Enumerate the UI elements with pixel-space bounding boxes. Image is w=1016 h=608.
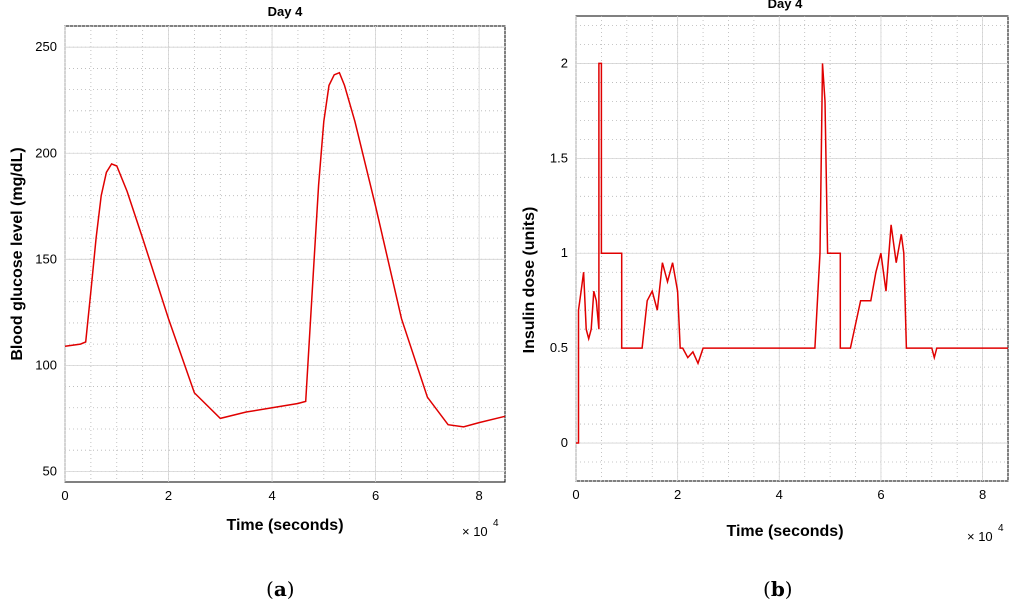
chart-a-x-multiplier: × 10 4 <box>462 518 499 539</box>
chart-b-x-tick-label: 4 <box>776 487 783 502</box>
chart-b-y-tick-label: 0.5 <box>550 340 568 355</box>
chart-b-y-tick-label: 0 <box>561 435 568 450</box>
chart-a-series-line <box>64 71 506 428</box>
chart-a-y-tick-label: 50 <box>43 463 57 478</box>
chart-a-caption: (a) <box>266 577 295 601</box>
chart-b-plot-area <box>575 15 1009 482</box>
chart-a-x-tick-label: 2 <box>165 488 172 503</box>
chart-a-x-tick-label: 6 <box>372 488 379 503</box>
chart-b-ticks: 0 2 4 6 8 0 0.5 1 1.5 2 <box>550 55 986 502</box>
chart-b-y-tick-label: 1.5 <box>550 150 568 165</box>
chart-b: Day 4 0 2 4 6 8 0 0.5 1 1.5 2 Time (seconds) Insu… <box>521 0 1009 601</box>
chart-a-y-tick-label: 150 <box>35 251 57 266</box>
chart-b-caption: (b) <box>763 577 793 601</box>
chart-b-series-line <box>576 62 1008 444</box>
chart-a-title: Day 4 <box>268 4 303 19</box>
chart-a-x-tick-label: 8 <box>476 488 483 503</box>
chart-b-x-label: Time (seconds) <box>726 523 843 540</box>
chart-b-x-tick-label: 8 <box>979 487 986 502</box>
chart-b-x-tick-label: 6 <box>877 487 884 502</box>
chart-b-grid <box>575 16 1009 482</box>
chart-a-grid <box>64 25 506 482</box>
chart-b-title: Day 4 <box>768 0 803 11</box>
chart-a: Day 4 0 2 4 6 8 50 100 150 200 250 Time (seconds)… <box>9 4 506 601</box>
chart-a-x-label: Time (seconds) <box>226 517 343 534</box>
chart-b-x-tick-label: 0 <box>572 487 579 502</box>
chart-b-x-multiplier-base: × 10 <box>967 529 993 544</box>
chart-a-y-label: Blood glucose level (mg/dL) <box>9 147 26 360</box>
chart-b-y-tick-label: 2 <box>561 55 568 70</box>
chart-b-x-multiplier-exp: 4 <box>998 523 1004 534</box>
chart-a-y-tick-label: 200 <box>35 145 57 160</box>
chart-b-x-tick-label: 2 <box>674 487 681 502</box>
chart-a-x-tick-label: 0 <box>61 488 68 503</box>
chart-a-y-tick-label: 100 <box>35 357 57 372</box>
chart-a-y-tick-label: 250 <box>35 39 57 54</box>
chart-a-x-tick-label: 4 <box>268 488 275 503</box>
chart-b-x-multiplier: × 10 4 <box>967 523 1004 544</box>
chart-b-y-tick-label: 1 <box>561 245 568 260</box>
chart-a-x-multiplier-exp: 4 <box>493 518 499 529</box>
chart-b-y-label: Insulin dose (units) <box>521 207 538 354</box>
chart-a-ticks: 0 2 4 6 8 50 100 150 200 250 <box>35 39 482 503</box>
chart-a-x-multiplier-base: × 10 <box>462 524 488 539</box>
